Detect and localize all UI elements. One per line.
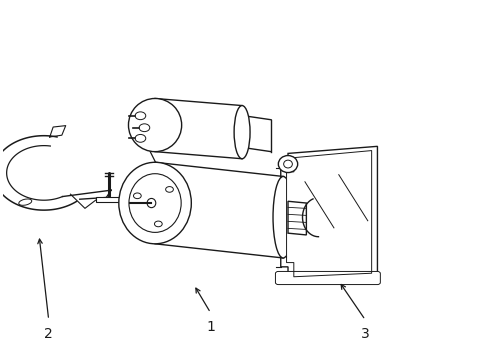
Ellipse shape (135, 134, 145, 142)
Text: 3: 3 (360, 327, 369, 341)
Polygon shape (155, 162, 283, 258)
Ellipse shape (165, 186, 173, 192)
Ellipse shape (139, 124, 149, 132)
FancyBboxPatch shape (275, 271, 380, 284)
Ellipse shape (133, 193, 141, 199)
Polygon shape (280, 146, 377, 281)
Ellipse shape (154, 221, 162, 227)
Ellipse shape (119, 162, 191, 244)
Ellipse shape (135, 112, 145, 120)
Ellipse shape (278, 156, 297, 172)
Text: 1: 1 (206, 320, 215, 334)
Ellipse shape (147, 198, 156, 208)
Text: 2: 2 (44, 327, 53, 341)
Polygon shape (287, 201, 306, 235)
Polygon shape (95, 197, 124, 202)
Ellipse shape (128, 99, 181, 152)
Polygon shape (286, 150, 371, 277)
Ellipse shape (272, 176, 293, 258)
Ellipse shape (234, 105, 249, 159)
Polygon shape (155, 99, 242, 159)
